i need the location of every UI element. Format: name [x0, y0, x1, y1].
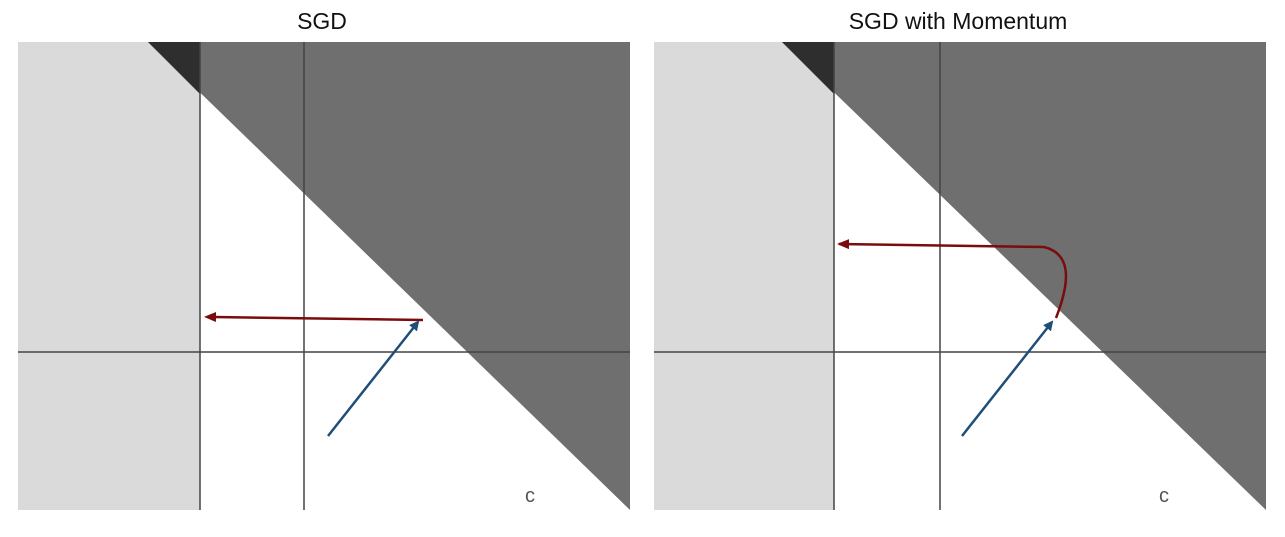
momentum-diagram: c — [654, 42, 1266, 510]
update-arrow — [204, 312, 424, 323]
momentum-plot: c — [654, 42, 1266, 510]
sgd-panel: SGD — [12, 0, 632, 537]
panel-title-sgd: SGD — [297, 8, 347, 34]
corner-label: c — [1159, 485, 1169, 507]
sgd-diagram: c — [18, 42, 630, 510]
darkest-corner — [148, 42, 200, 94]
light-region — [18, 42, 200, 510]
dark-region — [782, 42, 1266, 510]
dark-region — [148, 42, 630, 510]
momentum-panel: SGD with Momentum c — [648, 0, 1268, 537]
panel-title-momentum: SGD with Momentum — [848, 8, 1068, 34]
momentum-update-arrow — [837, 239, 1068, 319]
corner-label: c — [525, 485, 535, 507]
light-region — [654, 42, 834, 510]
gradient-arrow — [327, 320, 420, 437]
sgd-plot: c — [18, 42, 630, 510]
gradient-arrow — [961, 320, 1054, 437]
darkest-corner — [782, 42, 834, 94]
